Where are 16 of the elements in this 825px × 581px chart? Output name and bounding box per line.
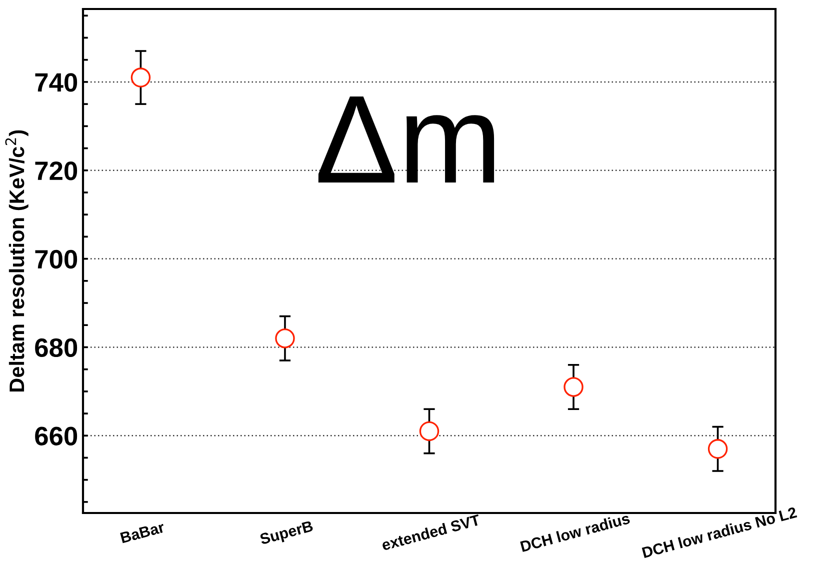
y-tick-label: 680 [35, 338, 78, 358]
point [419, 421, 440, 442]
annotation: Δm [318, 96, 494, 182]
x-tick-label: DCH low radius [520, 512, 630, 552]
point [275, 328, 295, 348]
y-tick-label: 740 [35, 73, 78, 92]
x-tick-label: SuperB [259, 520, 314, 548]
point [564, 377, 584, 397]
x-tick-label: DCH low radius No L2 [642, 506, 798, 558]
y-tick-label: 660 [35, 426, 78, 446]
y-tick-label: 720 [35, 162, 78, 180]
y-axis-title: Deltam resolution (KeV/c$^{2}$) [5, 130, 28, 392]
x-tick-label: BaBar [120, 522, 166, 544]
point [708, 439, 728, 459]
y-tick-label: 700 [35, 250, 78, 269]
point [130, 68, 151, 88]
